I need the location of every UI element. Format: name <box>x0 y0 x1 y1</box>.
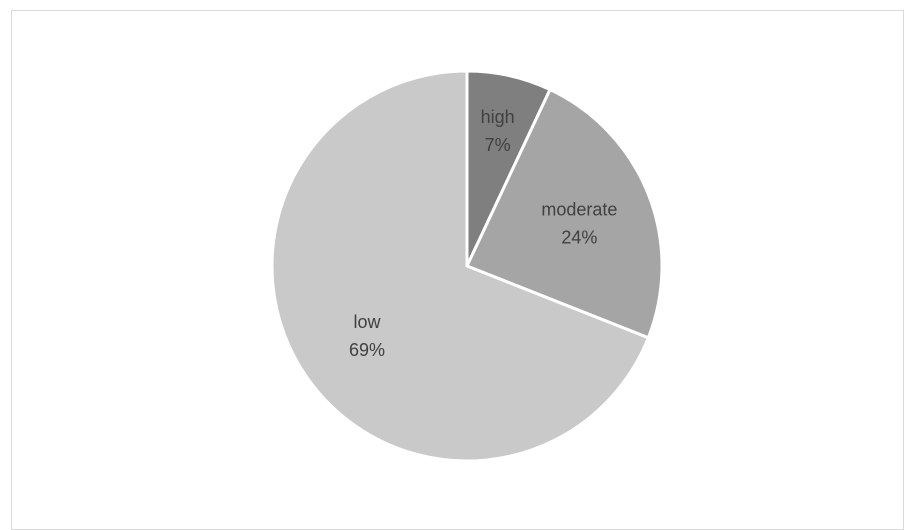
slice-percent-label-low: 69% <box>349 340 385 360</box>
pie-slice-moderate <box>464 87 664 340</box>
slice-percent-label-high: 7% <box>485 135 511 155</box>
slice-category-label-high: high <box>481 107 515 127</box>
slice-category-label-low: low <box>353 312 381 332</box>
slice-category-label-moderate: moderate <box>541 199 617 219</box>
slice-percent-label-moderate: 24% <box>561 227 597 247</box>
pie-chart: high 7% moderate 24% low 69% <box>270 69 664 463</box>
pie-slice-low <box>270 69 651 463</box>
